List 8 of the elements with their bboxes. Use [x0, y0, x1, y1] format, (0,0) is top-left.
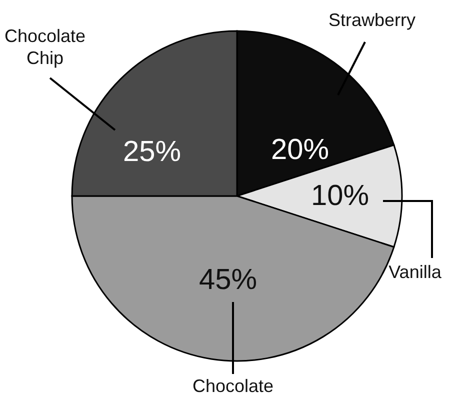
slice-label: Chocolate Chip [4, 26, 86, 68]
data-label: 10% [310, 180, 370, 212]
data-label: 25% [122, 136, 182, 168]
data-label: 45% [198, 264, 258, 296]
slice-label: Strawberry [328, 10, 416, 30]
data-label: 20% [270, 134, 330, 166]
slice-label: Chocolate [192, 376, 274, 396]
slice-label: Vanilla [388, 262, 442, 282]
